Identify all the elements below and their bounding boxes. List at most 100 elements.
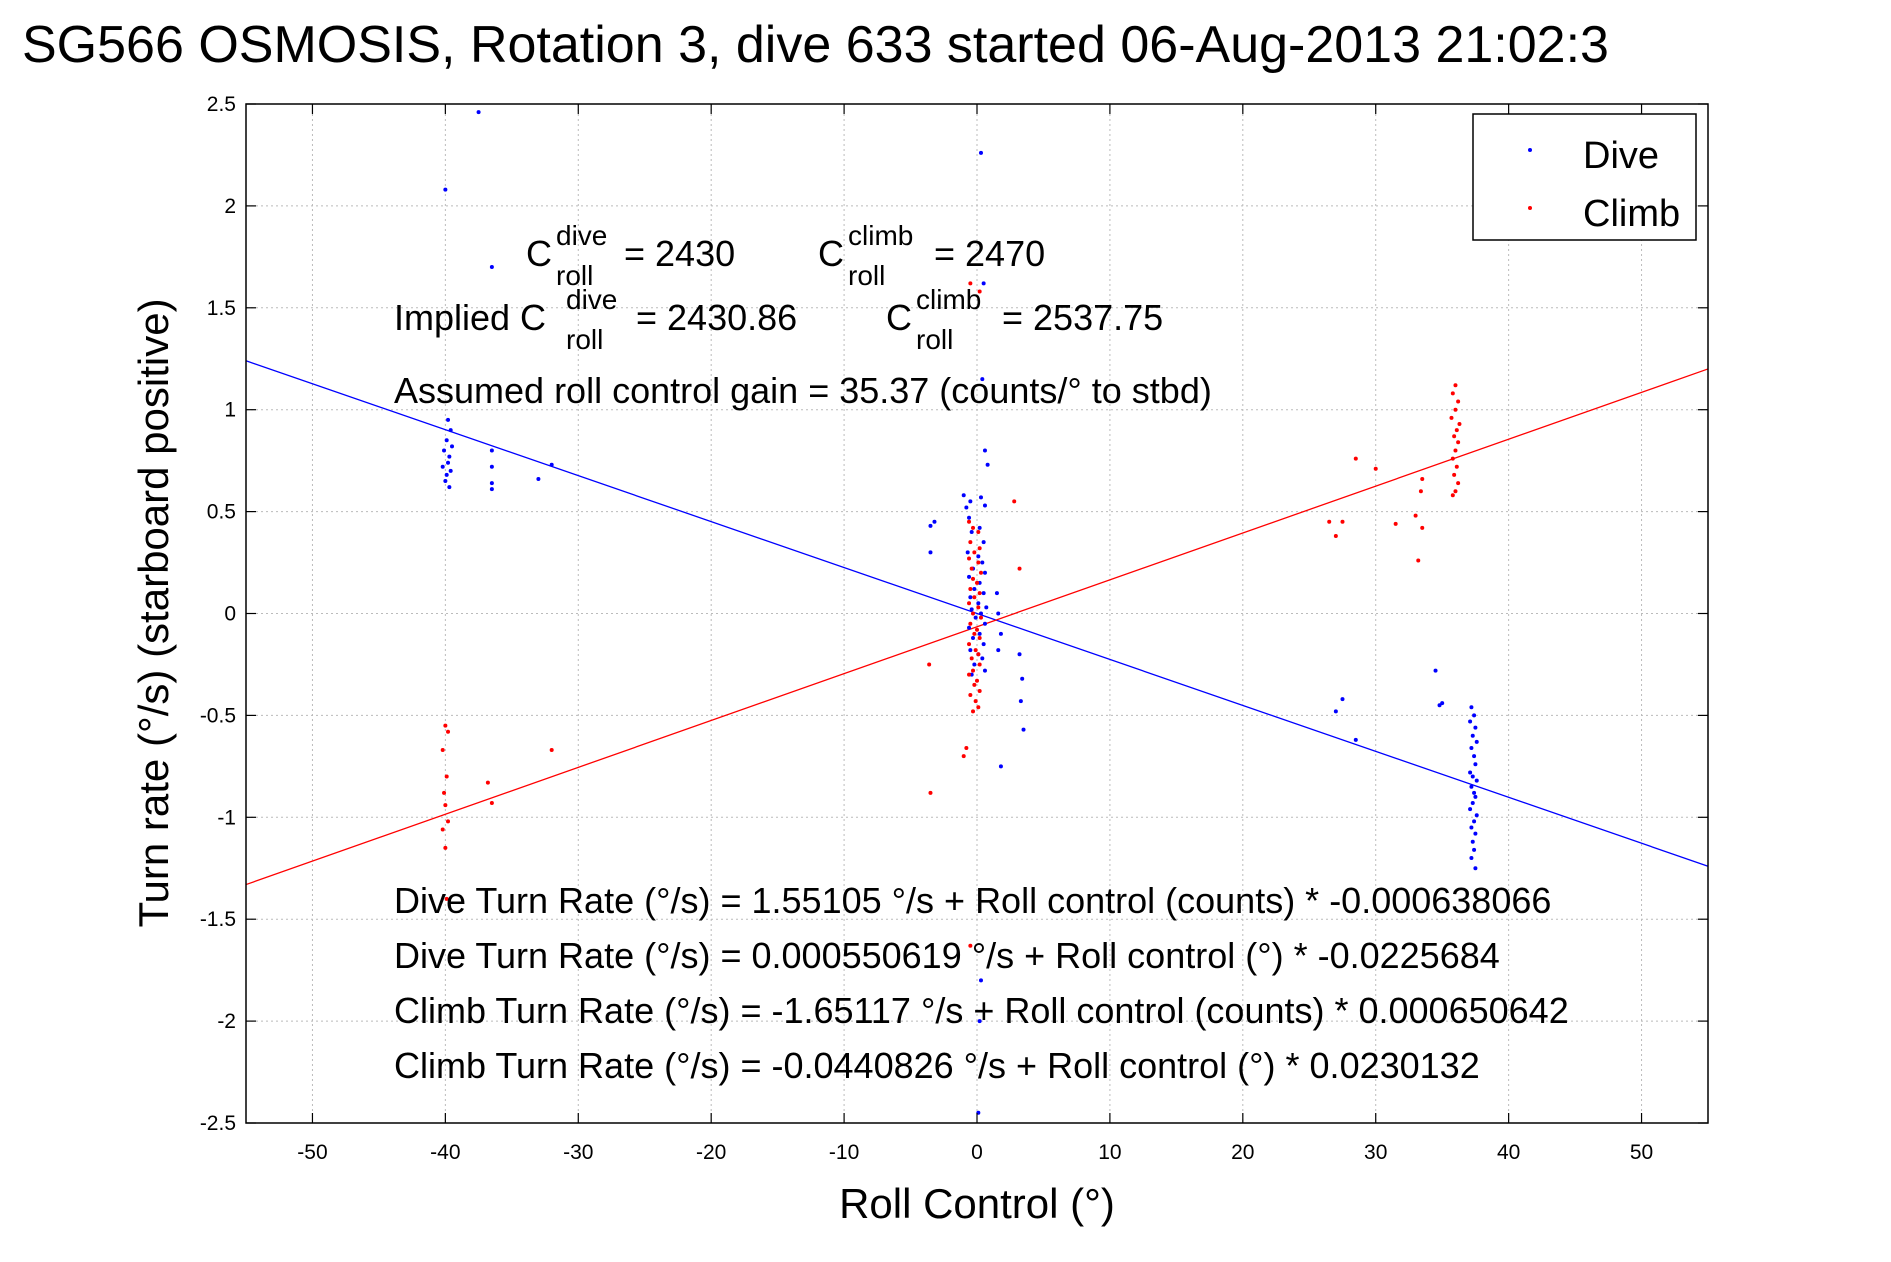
climb-point: [968, 943, 973, 948]
climb-point: [1418, 489, 1423, 494]
dive-point: [489, 487, 494, 492]
climb-point: [977, 546, 982, 551]
dive-point: [967, 574, 972, 579]
climb-point: [961, 754, 966, 759]
implied-climb-sup: climb: [916, 284, 981, 315]
dive-point: [996, 611, 1001, 616]
climb-point: [1353, 456, 1358, 461]
dive-point: [448, 428, 453, 433]
implied-climb-sub: roll: [916, 324, 953, 355]
climb-point: [968, 587, 973, 592]
climb-point: [443, 803, 448, 808]
dive-point: [978, 150, 983, 155]
climb-point: [975, 580, 979, 585]
climb-point: [485, 780, 490, 785]
dive-point: [444, 472, 449, 477]
dive-point: [1469, 825, 1474, 830]
x-tick-label: 0: [971, 1141, 983, 1164]
dive-point: [1469, 784, 1474, 789]
annotation-c-roll: C dive roll = 2430 C climb roll = 2470: [526, 220, 1045, 291]
climb-point: [1453, 407, 1458, 412]
implied-dive-value: = 2430.86: [636, 297, 797, 338]
dive-point: [994, 591, 999, 596]
climb-point: [1450, 493, 1455, 498]
dive-point: [1473, 725, 1478, 730]
dive-point: [977, 1019, 982, 1024]
dive-point: [978, 611, 983, 616]
climb-point: [969, 656, 974, 661]
dive-point: [998, 631, 1003, 636]
dive-point: [1473, 831, 1478, 836]
climb-point: [1452, 434, 1457, 439]
climb-point: [440, 827, 445, 832]
climb-point: [976, 652, 981, 657]
dive-point: [985, 462, 990, 467]
y-axis-ticks: -2.5 -2 -1.5 -1 -0.5 0 0.5 1 1.5 2 2.5: [200, 93, 1708, 1135]
dive-point: [476, 110, 481, 115]
climb-point: [1413, 513, 1418, 518]
dive-point: [996, 648, 1001, 653]
climb-point: [975, 678, 979, 683]
climb-point: [968, 621, 973, 626]
climb-point: [1453, 489, 1458, 494]
dive-point: [968, 648, 973, 653]
dive-point: [1470, 801, 1475, 806]
climb-point: [977, 688, 982, 693]
climb-point: [1327, 519, 1332, 524]
dive-point: [1472, 847, 1477, 852]
dive-point: [1468, 719, 1473, 724]
annotation-implied: Implied C dive roll = 2430.86 C climb ro…: [394, 284, 1163, 355]
dive-point: [973, 615, 978, 620]
dive-point: [967, 515, 972, 520]
legend-climb-marker: [1528, 206, 1532, 210]
dive-point: [1021, 727, 1026, 732]
implied-dive-sub: roll: [566, 324, 603, 355]
climb-point: [969, 566, 974, 571]
dive-point: [968, 499, 973, 504]
x-tick-label: 40: [1497, 1141, 1520, 1164]
implied-climb-value: = 2537.75: [1002, 297, 1163, 338]
chart-title: SG566 OSMOSIS, Rotation 3, dive 633 star…: [22, 16, 1609, 74]
dive-point: [1469, 705, 1474, 710]
y-tick-label: 0: [224, 603, 236, 626]
x-axis-ticks: -50 -40 -30 -20 -10 0 10 20 30 40 50: [297, 104, 1653, 1164]
y-tick-label: 2: [224, 195, 236, 218]
climb-point: [968, 281, 973, 286]
y-tick-label: 0.5: [207, 501, 236, 524]
dive-point: [1472, 713, 1477, 718]
dive-point: [1474, 739, 1479, 744]
dive-point: [450, 444, 455, 449]
dive-point: [981, 540, 986, 545]
dive-point: [1473, 794, 1478, 799]
y-tick-label: 2.5: [207, 93, 236, 116]
dive-point: [1333, 709, 1338, 714]
climb-point: [1012, 499, 1017, 504]
dive-point: [977, 525, 982, 530]
climb-point: [1450, 391, 1455, 396]
fit-lines: [245, 360, 1709, 886]
equation-dive-counts: Dive Turn Rate (°/s) = 1.55105 °/s + Rol…: [394, 880, 1551, 921]
dive-point: [982, 503, 987, 508]
y-tick-label: -2.5: [200, 1112, 236, 1135]
x-tick-label: -20: [696, 1141, 726, 1164]
climb-point: [976, 705, 981, 710]
climb-point: [973, 699, 978, 704]
dive-point: [980, 560, 985, 565]
dive-point: [447, 454, 452, 459]
dive-point: [489, 448, 494, 453]
dive-point: [1473, 866, 1478, 871]
climb-point: [1452, 472, 1457, 477]
c-dive-sub: roll: [556, 260, 593, 291]
climb-point: [972, 631, 977, 636]
dive-point: [1472, 754, 1477, 759]
climb-point: [1453, 448, 1458, 453]
dive-point: [964, 505, 969, 510]
climb-point: [1457, 421, 1462, 426]
implied-dive-sup: dive: [566, 284, 617, 315]
y-tick-label: -1.5: [200, 908, 236, 931]
climb-point: [976, 529, 981, 534]
dive-point: [978, 495, 983, 500]
x-tick-label: 50: [1630, 1141, 1653, 1164]
climb-point: [968, 693, 973, 698]
